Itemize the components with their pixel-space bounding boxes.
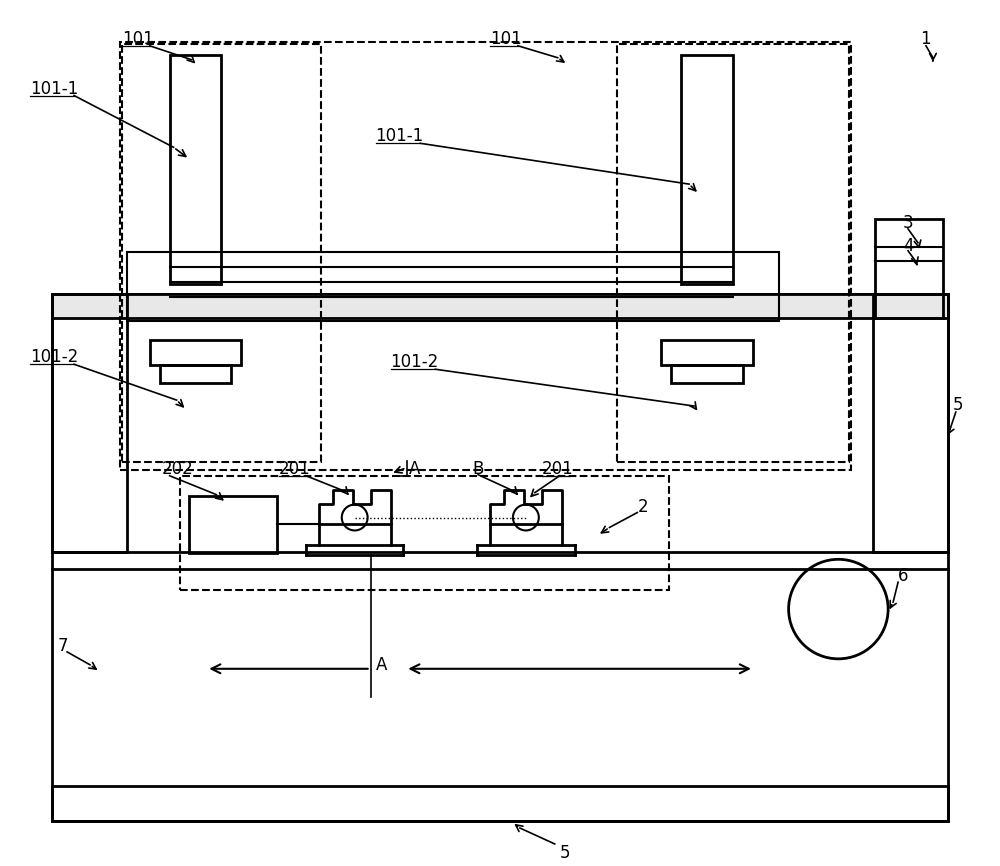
Text: 101-2: 101-2	[391, 353, 439, 372]
Text: 101: 101	[122, 29, 154, 48]
Text: 101-1: 101-1	[30, 80, 79, 98]
Bar	[52, 786, 948, 821]
Text: 101: 101	[490, 29, 522, 48]
Text: 5: 5	[560, 844, 570, 862]
Text: 202: 202	[162, 460, 193, 478]
Text: 6: 6	[898, 567, 909, 585]
Bar	[52, 294, 948, 821]
Bar	[875, 219, 943, 319]
Bar	[681, 55, 733, 284]
Bar	[189, 495, 277, 553]
Bar	[127, 252, 779, 321]
Text: 4: 4	[903, 237, 914, 255]
Bar	[52, 294, 127, 553]
Bar	[120, 42, 851, 469]
Bar	[180, 475, 669, 590]
Bar	[150, 340, 241, 365]
Text: 3: 3	[903, 214, 914, 232]
Text: 2: 2	[637, 498, 648, 515]
Bar	[52, 294, 948, 319]
Text: 5: 5	[953, 396, 963, 414]
Text: 1: 1	[920, 29, 931, 48]
Bar	[661, 340, 753, 365]
Bar	[122, 44, 321, 462]
Text: A: A	[408, 460, 420, 478]
Text: A: A	[376, 656, 387, 674]
Bar	[170, 55, 221, 284]
Text: 201: 201	[279, 460, 311, 478]
Bar	[671, 365, 743, 383]
Text: 101-1: 101-1	[376, 127, 424, 145]
Bar	[617, 44, 849, 462]
Bar	[873, 294, 948, 553]
Text: 7: 7	[58, 637, 69, 655]
Text: B: B	[472, 460, 484, 478]
Text: 101-2: 101-2	[30, 348, 79, 366]
Text: 201: 201	[542, 460, 574, 478]
Bar	[160, 365, 231, 383]
